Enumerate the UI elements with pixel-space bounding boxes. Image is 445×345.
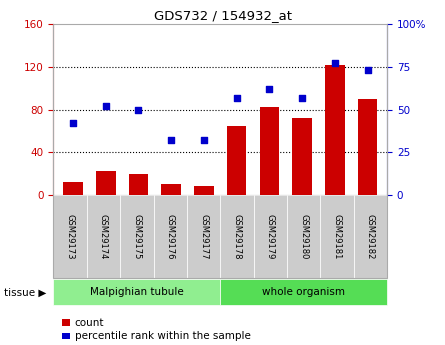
Bar	[325, 65, 344, 195]
Text: tissue ▶: tissue ▶	[4, 287, 47, 297]
Point	[69, 120, 77, 126]
Text: GSM29182: GSM29182	[366, 214, 375, 259]
Text: GSM29181: GSM29181	[332, 214, 342, 259]
Text: GSM29173: GSM29173	[65, 214, 75, 259]
Text: GSM29175: GSM29175	[132, 214, 142, 259]
Text: Malpighian tubule: Malpighian tubule	[90, 287, 184, 297]
Text: GSM29177: GSM29177	[199, 214, 208, 259]
Text: percentile rank within the sample: percentile rank within the sample	[75, 332, 251, 341]
Bar	[63, 182, 83, 195]
Point	[135, 107, 142, 112]
Bar	[227, 126, 247, 195]
Point	[200, 138, 207, 143]
Text: count: count	[75, 318, 104, 327]
Bar	[292, 118, 312, 195]
Point	[299, 95, 306, 100]
Point	[266, 86, 273, 92]
Bar	[259, 107, 279, 195]
Bar	[129, 174, 148, 195]
Text: GSM29178: GSM29178	[232, 214, 242, 259]
Text: GSM29179: GSM29179	[266, 214, 275, 259]
Point	[331, 61, 338, 66]
Bar	[162, 184, 181, 195]
Text: GSM29176: GSM29176	[166, 214, 175, 259]
Bar	[96, 171, 116, 195]
Point	[233, 95, 240, 100]
Bar	[358, 99, 377, 195]
Point	[168, 138, 175, 143]
Text: GSM29180: GSM29180	[299, 214, 308, 259]
Point	[102, 104, 109, 109]
Text: GDS732 / 154932_at: GDS732 / 154932_at	[154, 9, 291, 22]
Bar	[194, 186, 214, 195]
Point	[364, 68, 371, 73]
Text: GSM29174: GSM29174	[99, 214, 108, 259]
Text: whole organism: whole organism	[262, 287, 345, 297]
